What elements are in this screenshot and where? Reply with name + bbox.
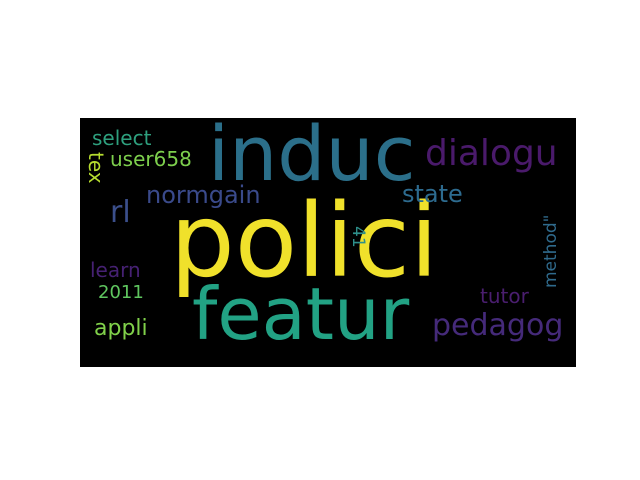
word-cloud-panel: polici induc featur dialogu pedagog norm… — [80, 118, 576, 367]
word-pedagog: pedagog — [432, 308, 564, 343]
word-featur: featur — [192, 272, 410, 356]
word-method: method" — [541, 214, 561, 288]
word-state: state — [402, 180, 463, 208]
word-tex: tex — [84, 152, 108, 184]
word-polici: polici — [170, 182, 439, 301]
word-appli: appli — [94, 316, 148, 341]
word-2011: 2011 — [98, 282, 144, 303]
word-normgain: normgain — [146, 181, 261, 209]
word-41: 41 — [348, 226, 368, 248]
word-rl: rl — [110, 195, 131, 230]
word-learn: learn — [90, 258, 141, 282]
word-induc: induc — [208, 118, 416, 198]
word-select: select — [92, 126, 152, 150]
word-dialogu: dialogu — [425, 133, 558, 174]
word-tutor: tutor — [480, 284, 529, 308]
word-user658: user658 — [110, 147, 192, 171]
